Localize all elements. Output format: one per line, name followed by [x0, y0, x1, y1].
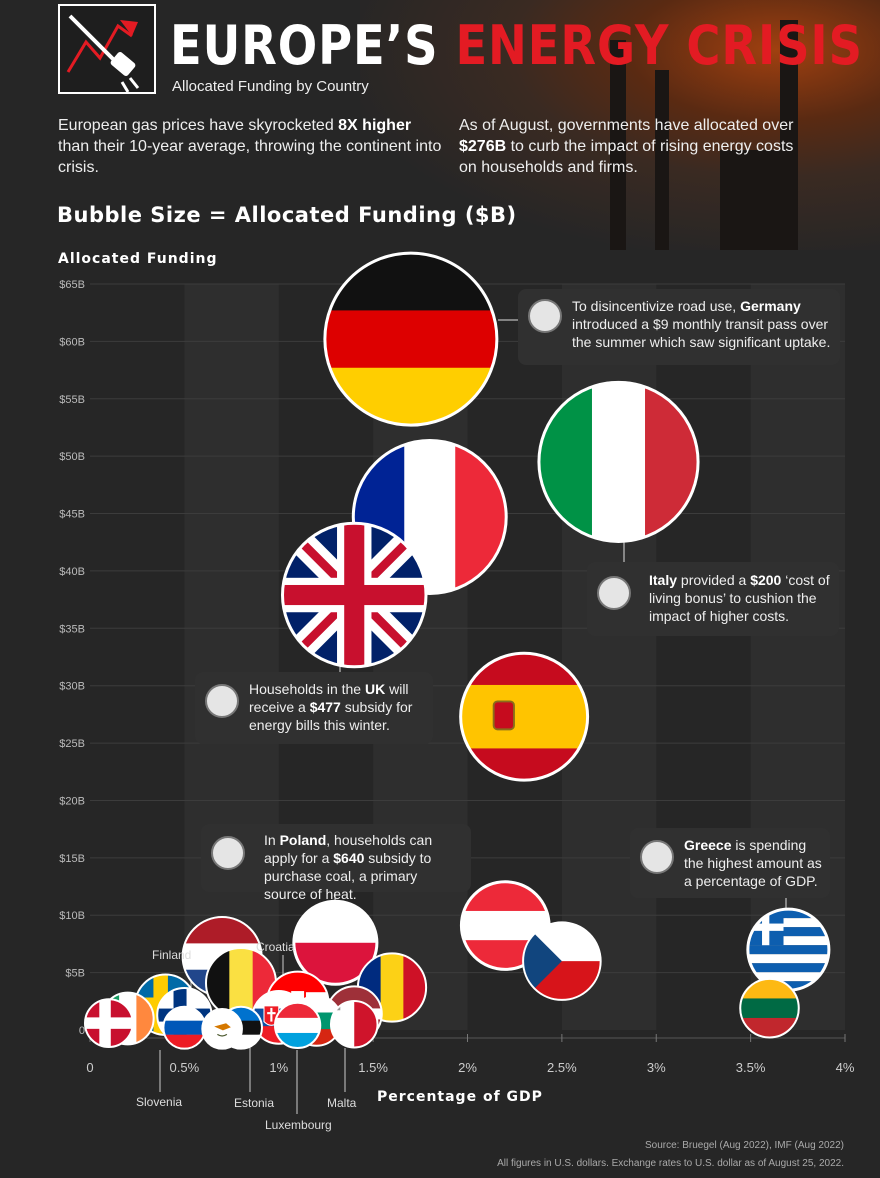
y-tick-label: $25B	[59, 738, 85, 750]
y-axis-label: Allocated Funding	[58, 251, 218, 267]
x-band	[184, 284, 279, 1030]
x-tick-label: 0	[86, 1060, 93, 1075]
bubble-outline-germany	[323, 251, 499, 427]
intro-right: As of August, governments have allocated…	[459, 117, 794, 176]
callout-poland: In Poland, households can apply for a $6…	[201, 824, 471, 902]
label-luxembourg: Luxembourg	[265, 1118, 332, 1132]
bubble-outline-italy	[537, 380, 700, 543]
y-tick-label: $20B	[59, 795, 85, 807]
label-finland: Finland	[152, 948, 192, 962]
chimney-graphic	[610, 40, 626, 250]
y-tick-label: $40B	[59, 566, 85, 578]
y-tick-label: $30B	[59, 681, 85, 693]
label-estonia: Estonia	[234, 1096, 275, 1110]
bubble-outline-lithuania	[739, 977, 800, 1039]
y-tick-label: $15B	[59, 853, 85, 865]
y-tick-label: $45B	[59, 509, 85, 521]
label-croatia: Croatia	[256, 940, 295, 954]
y-tick-label: $60B	[59, 336, 85, 348]
x-tick-label: 4%	[836, 1060, 855, 1075]
bubble-belgium	[205, 947, 277, 1018]
exchange-rate-note: All figures in U.S. dollars. Exchange ra…	[497, 1158, 844, 1169]
mail-icon	[205, 684, 239, 718]
x-tick-label: 1%	[269, 1060, 288, 1075]
bubble-denmark	[84, 999, 133, 1048]
y-tick-label: $5B	[65, 968, 85, 980]
money-icon	[597, 576, 631, 610]
bubble-outline-luxembourg	[274, 1001, 322, 1050]
bubble-uk	[282, 523, 426, 667]
source-note: Source: Bruegel (Aug 2022), IMF (Aug 202…	[645, 1140, 844, 1151]
plug-chart-logo	[58, 4, 156, 94]
callout-uk: Households in the UK will receive a $477…	[195, 672, 433, 744]
page-title: EUROPE’S ENERGY CRISIS	[170, 14, 863, 77]
x-tick-label: 3.5%	[736, 1060, 766, 1075]
bubble-outline-cyprus	[201, 1008, 243, 1050]
x-tick-label: 3%	[647, 1060, 666, 1075]
bubble-size-legend: Bubble Size = Allocated Funding ($B)	[57, 203, 517, 227]
x-tick-label: 0.5%	[170, 1060, 200, 1075]
y-tick-label: $35B	[59, 623, 85, 635]
chimney-graphic	[655, 70, 669, 250]
train-icon	[528, 299, 562, 333]
y-tick-label: $65B	[59, 279, 85, 291]
y-tick-label: $50B	[59, 451, 85, 463]
bubble-outline-france	[351, 439, 508, 595]
x-axis-label: Percentage of GDP	[377, 1089, 543, 1105]
y-tick-label: 0	[79, 1025, 85, 1037]
x-tick-label: 2%	[458, 1060, 477, 1075]
bubble-greece	[747, 909, 829, 991]
x-tick-label: 2.5%	[547, 1060, 577, 1075]
callout-italy: Italy provided a $200 ‘cost of living bo…	[587, 562, 839, 636]
x-band	[750, 284, 845, 1030]
callout-greece: Greece is spending the highest amount as…	[630, 828, 830, 898]
intro-left: European gas prices have skyrocketed 8X …	[58, 117, 442, 176]
bubble-outline-czech	[522, 921, 602, 1001]
bubble-outline-spain	[459, 651, 590, 782]
page-subtitle: Allocated Funding by Country	[172, 78, 369, 95]
bubble-outline-poland	[292, 899, 379, 986]
y-tick-label: $55B	[59, 394, 85, 406]
bubble-outline-uk	[281, 521, 428, 669]
gauge-icon	[640, 840, 674, 874]
factory-graphic	[720, 150, 780, 250]
bubble-spain	[460, 653, 588, 781]
bubble-outline-denmark	[83, 998, 134, 1049]
x-tick-label: 1.5%	[358, 1060, 388, 1075]
bubble-outline-malta	[329, 999, 379, 1049]
chimney-graphic	[780, 20, 798, 250]
bubble-cyprus	[202, 1009, 242, 1049]
callout-germany: To disincentivize road use, Germany intr…	[518, 289, 840, 365]
label-malta: Malta	[327, 1096, 357, 1110]
coal-cart-icon	[211, 836, 245, 870]
y-tick-label: $10B	[59, 910, 85, 922]
label-slovenia: Slovenia	[136, 1095, 183, 1109]
